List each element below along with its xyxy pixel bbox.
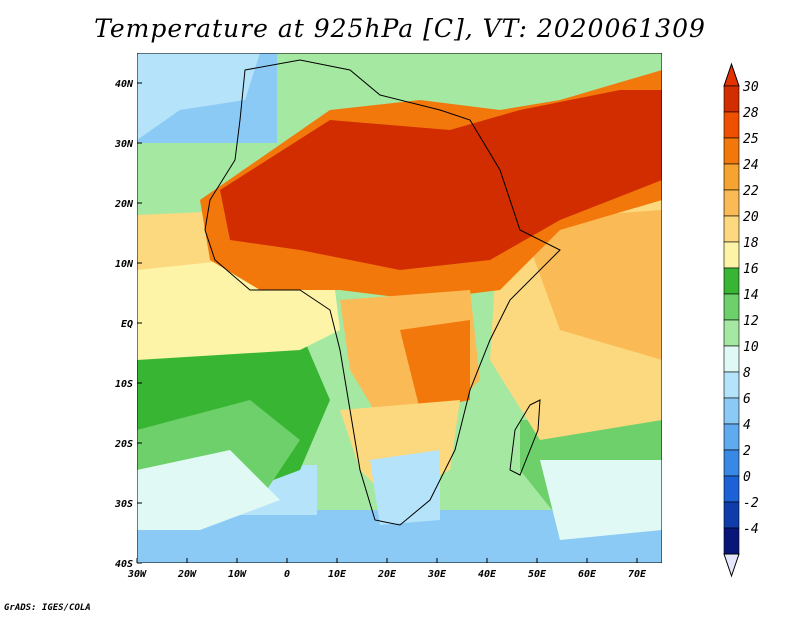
lat-tick-label: 20N [114, 199, 134, 210]
colorbar-label: 30 [742, 80, 759, 95]
colorbar-label: 2 [743, 444, 751, 459]
colorbar-label: 24 [743, 158, 759, 173]
colorbar-label: 20 [743, 210, 759, 225]
colorbar-swatch [723, 345, 740, 373]
colorbar-top-arrow [723, 62, 740, 87]
colorbar-bottom-arrow [723, 553, 740, 578]
colorbar-label: 28 [743, 106, 759, 121]
colorbar-swatch [723, 371, 740, 399]
colorbar-label: 8 [743, 366, 751, 381]
colorbar-label: 14 [743, 288, 759, 303]
lat-tick-label: 30S [114, 499, 133, 510]
madagascar-coastline [509, 399, 541, 476]
field-east-africa [400, 320, 470, 410]
colorbar-swatch [723, 85, 740, 113]
colorbar-swatch [723, 111, 740, 139]
colorbar-swatch [723, 163, 740, 191]
colorbar-label: 22 [743, 184, 759, 199]
lat-tick-label: 20S [114, 439, 133, 450]
colorbar-swatch [723, 475, 740, 503]
colorbar-label: 18 [743, 236, 759, 251]
lat-tick-label: 10S [115, 379, 133, 390]
colorbar-swatch [723, 267, 740, 295]
colorbar-label: 16 [743, 262, 759, 277]
lat-tick-label: 40N [115, 79, 134, 90]
colorbar-label: 4 [743, 418, 751, 433]
lon-tick-label: 20W [177, 569, 197, 580]
lon-tick-label: 0 [284, 569, 290, 580]
colorbar-swatch [723, 137, 740, 165]
lat-tick-label: 40S [115, 559, 133, 570]
colorbar-swatch [723, 527, 740, 555]
colorbar-swatch [723, 293, 740, 321]
colorbar-label: 25 [743, 132, 759, 147]
field-indian-pale [540, 460, 662, 540]
lat-tick-label: EQ [121, 319, 133, 330]
lon-tick-label: 10W [228, 569, 247, 580]
lon-tick-label: 20E [377, 569, 397, 580]
colorbar-label: -4 [743, 522, 759, 537]
lat-tick-label: 30N [114, 139, 134, 150]
credit-label: GrADS: IGES/COLA [4, 603, 91, 613]
colorbar-swatch [723, 319, 740, 347]
colorbar-label: -2 [743, 496, 759, 511]
lon-tick-label: 60E [578, 569, 597, 580]
lat-tick-label: 10N [115, 259, 134, 270]
temperature-field [137, 53, 662, 563]
map-title: Temperature at 925hPa [C], VT: 202006130… [94, 14, 706, 43]
lon-tick-label: 70E [628, 569, 647, 580]
colorbar-swatch [723, 241, 740, 269]
field-south-atlantic-pale [137, 450, 280, 530]
colorbar-swatch [723, 423, 740, 451]
lon-tick-label: 30E [427, 569, 447, 580]
colorbar-label: 12 [743, 314, 759, 329]
colorbar-swatch [723, 449, 740, 477]
colorbar-swatch [723, 501, 740, 529]
colorbar-swatch [723, 189, 740, 217]
lon-tick-label: 30W [127, 569, 147, 580]
colorbar-label: 6 [743, 392, 751, 407]
field-south-africa-cool [370, 450, 440, 525]
longitude-axis: 30W 20W 10W 0 10E 20E 30E 40E 50E 60E 70E [127, 558, 647, 580]
field-sahara-hottest [220, 90, 662, 270]
field-cool-nw-band [137, 53, 260, 140]
africa-coastline [204, 59, 561, 526]
colorbar-swatch [723, 397, 740, 425]
colorbar-swatch [723, 215, 740, 243]
colorbar-label: 0 [743, 470, 751, 485]
lon-tick-label: 40E [478, 569, 497, 580]
lon-tick-label: 10E [328, 569, 347, 580]
colorbar-label: 10 [743, 340, 759, 355]
latitude-axis: 40N 30N 20N 10N EQ 10S 20S 30S 40S [114, 79, 142, 570]
lon-tick-label: 50E [528, 569, 547, 580]
